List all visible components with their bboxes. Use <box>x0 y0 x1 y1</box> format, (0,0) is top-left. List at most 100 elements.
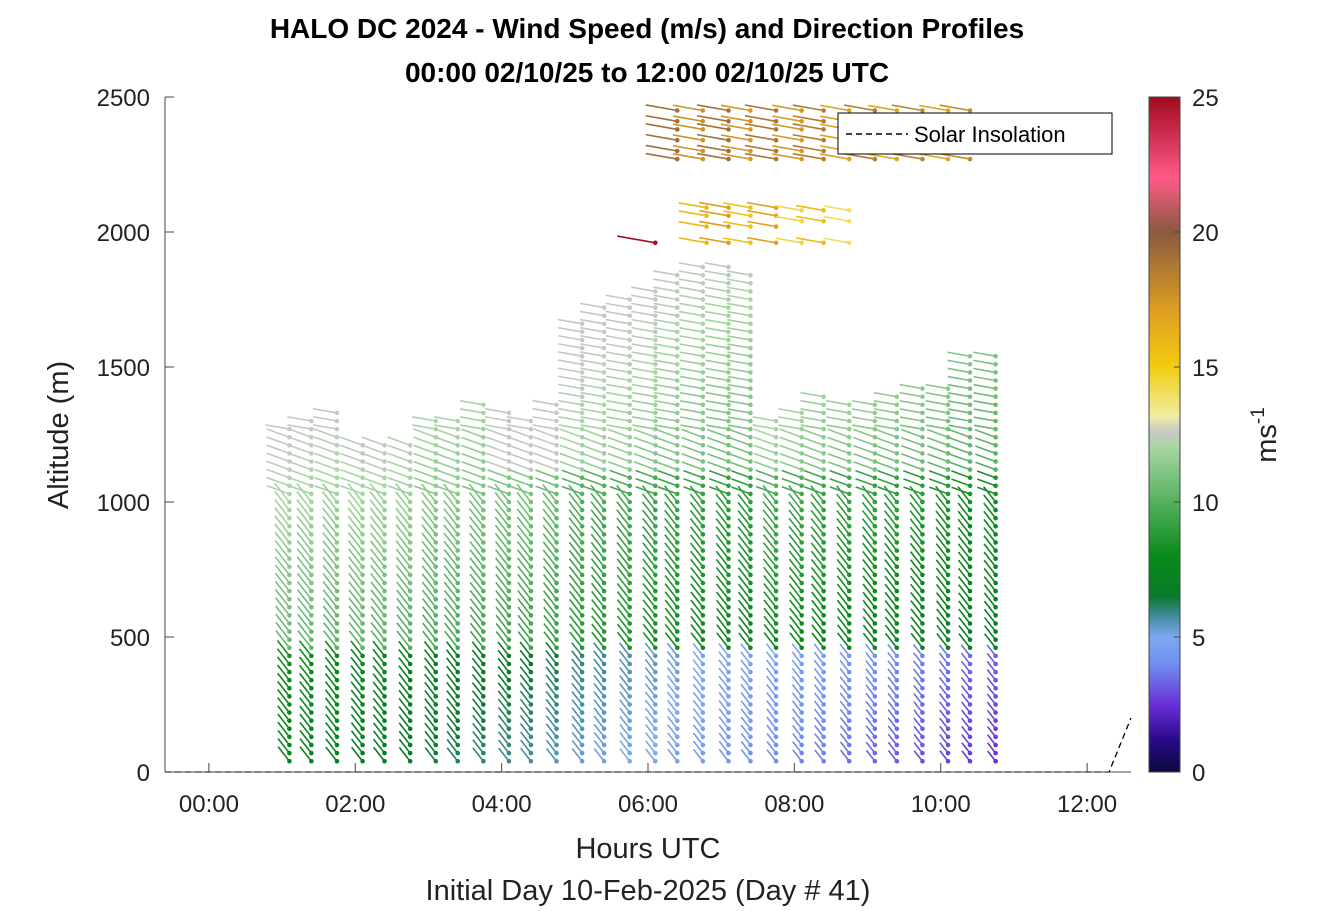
wind-barb <box>395 556 413 578</box>
wind-barb <box>957 559 973 578</box>
wind-barb <box>275 613 292 634</box>
wind-barb <box>591 607 607 626</box>
wind-barb <box>435 428 461 440</box>
wind-barb <box>590 517 607 537</box>
wind-barb <box>545 707 559 723</box>
wind-barb <box>958 584 973 602</box>
wind-barb <box>680 400 706 408</box>
wind-barb <box>683 486 706 497</box>
wind-barb <box>740 667 753 683</box>
wind-barb <box>350 697 365 715</box>
wind-barb <box>737 599 753 618</box>
wind-barb <box>446 714 461 732</box>
wind-barb <box>274 482 292 505</box>
wind-barb <box>396 597 413 618</box>
wind-barb <box>839 733 852 748</box>
wind-barb <box>642 615 658 634</box>
wind-barb <box>609 485 633 497</box>
wind-barb <box>939 717 951 732</box>
wind-barb <box>883 510 900 529</box>
wind-barb <box>681 436 706 448</box>
wind-barb <box>443 581 461 602</box>
wind-barb <box>667 748 680 764</box>
wind-barb <box>810 542 826 561</box>
wind-barb <box>835 485 852 505</box>
wind-barb <box>324 689 340 707</box>
wind-barb <box>644 715 658 732</box>
wind-barb <box>928 486 951 497</box>
wind-barb <box>839 700 852 715</box>
wind-barb <box>810 526 826 545</box>
wind-barb <box>765 659 779 675</box>
wind-barb <box>579 343 607 351</box>
wind-barb <box>644 707 658 723</box>
wind-barb <box>472 714 486 732</box>
wind-barb <box>679 391 706 400</box>
wind-barb <box>591 590 607 610</box>
wind-barb <box>446 730 461 748</box>
wind-barb <box>571 731 585 748</box>
wind-barb <box>325 721 340 740</box>
wind-barb <box>737 534 753 553</box>
wind-barb <box>471 641 486 659</box>
wind-barb <box>468 508 486 529</box>
wind-barb <box>705 343 731 351</box>
wind-barb <box>631 335 658 343</box>
wind-barb <box>350 746 365 764</box>
wind-barb <box>827 461 852 472</box>
wind-barb <box>593 642 607 659</box>
wind-barb <box>939 750 951 764</box>
wind-barb <box>443 508 461 529</box>
wind-barb <box>581 436 607 448</box>
wind-barb <box>788 485 804 505</box>
wind-barb <box>704 278 731 286</box>
wind-barb <box>704 310 731 319</box>
wind-barb <box>395 515 413 537</box>
wind-barb <box>829 486 852 497</box>
wind-barb <box>443 598 461 618</box>
wind-barb <box>644 658 658 675</box>
wind-barb <box>641 493 658 513</box>
wind-barb <box>517 631 534 651</box>
wind-barb <box>460 424 486 432</box>
wind-barb <box>606 399 633 408</box>
wind-barb <box>494 491 512 513</box>
wind-barb <box>986 677 998 691</box>
wind-barb-upper <box>720 123 753 132</box>
wind-barb <box>423 640 439 659</box>
wind-barb <box>495 622 512 642</box>
wind-barb <box>350 648 365 667</box>
wind-barb <box>631 294 658 302</box>
wind-barb <box>811 632 826 651</box>
wind-barb <box>579 351 607 359</box>
wind-barb-upper <box>891 104 925 113</box>
wind-barb <box>469 557 486 578</box>
wind-barb <box>545 690 559 707</box>
wind-barb <box>983 527 998 545</box>
wind-barb <box>740 675 753 691</box>
wind-barb <box>398 689 413 707</box>
wind-barb <box>861 526 878 545</box>
wind-barb <box>275 605 292 626</box>
wind-barb <box>569 615 585 634</box>
wind-barb <box>424 665 439 683</box>
wind-barb <box>469 622 486 642</box>
wind-barb <box>557 343 585 351</box>
wind-barb-upper <box>792 115 826 124</box>
wind-barb <box>593 739 607 756</box>
wind-barb <box>348 605 365 626</box>
wind-barb <box>583 485 607 497</box>
wind-barb <box>887 652 900 667</box>
wind-barb <box>801 444 826 456</box>
wind-barb <box>974 437 998 448</box>
wind-barb <box>296 564 314 586</box>
wind-barb <box>948 424 973 432</box>
wind-barb <box>789 599 804 618</box>
wind-barb <box>616 525 633 545</box>
wind-barb <box>740 700 753 715</box>
wind-barb <box>296 581 314 602</box>
wind-barb <box>322 622 340 642</box>
wind-barb <box>350 673 365 691</box>
wind-barb <box>619 723 633 740</box>
wind-barb <box>803 477 826 489</box>
